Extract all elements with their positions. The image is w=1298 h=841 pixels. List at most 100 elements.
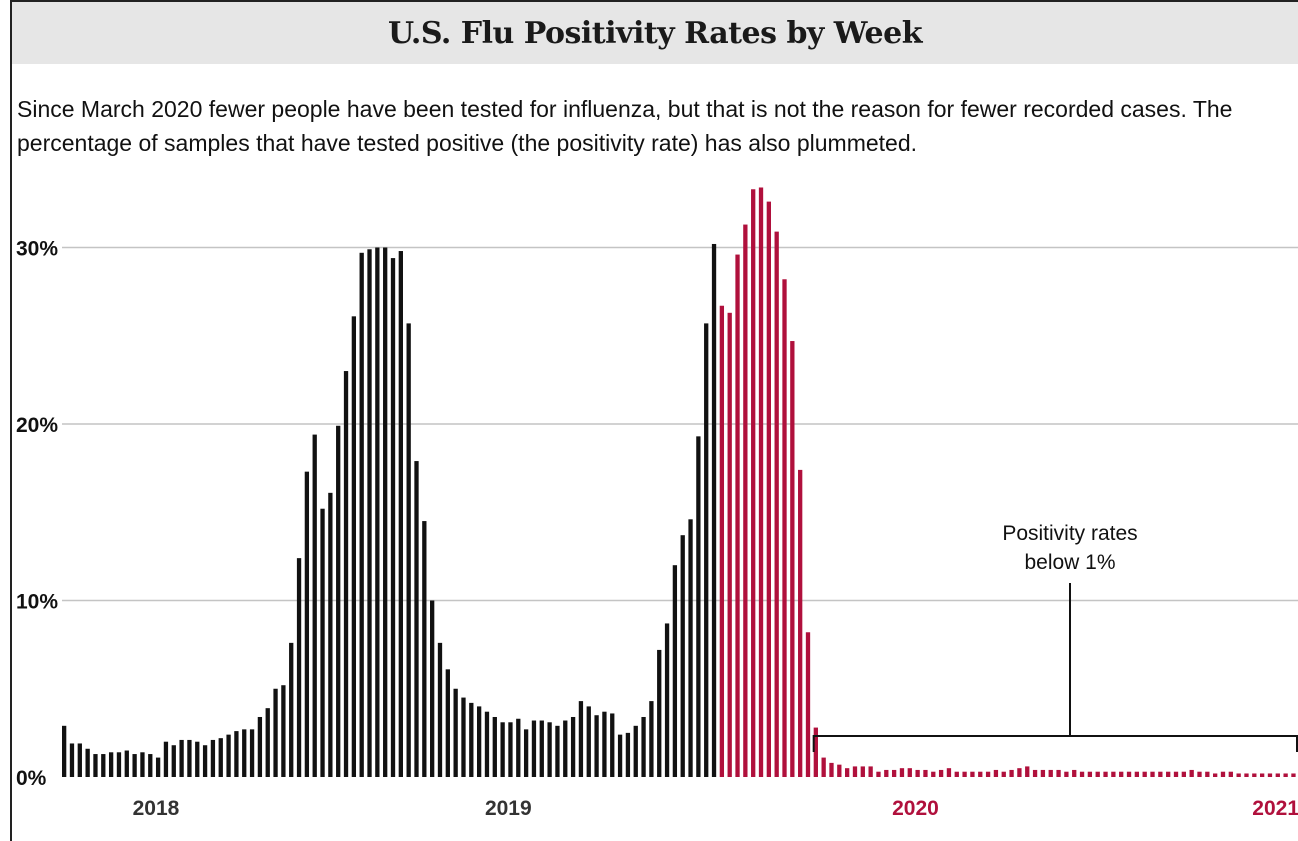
bar [1236,773,1241,777]
bar [132,754,137,777]
bar [1048,769,1053,777]
bar [195,741,200,777]
y-axis-ticks: 0% 10% 20% 30% [16,238,58,791]
bar [798,469,803,777]
bar [594,715,599,777]
bar [782,279,787,777]
chart-subtitle: Since March 2020 fewer people have been … [17,96,1233,156]
bar [1228,771,1233,777]
bar [891,769,897,777]
bar [1213,773,1218,777]
bar [993,769,999,777]
title-bar: U.S. Flu Positivity Rates by Week [12,2,1298,64]
bar [1197,771,1202,777]
bar [688,519,693,777]
bar [641,716,646,777]
bar [390,258,396,778]
bar [876,771,881,777]
bar [868,766,873,777]
bar [657,649,662,777]
bar [359,252,364,778]
bar [437,642,443,777]
bar [1244,773,1249,777]
bar [617,734,623,777]
bar [805,632,811,777]
bar [837,764,842,777]
bar [1220,771,1226,777]
bar [680,535,685,777]
bar [1150,771,1155,777]
bar [155,757,161,777]
bar [915,769,920,777]
bar [531,720,537,777]
bar [907,768,912,777]
bar [1032,769,1038,777]
bar [923,769,928,777]
bar [492,716,497,777]
bar [343,371,349,777]
bar [758,187,764,778]
bar [633,725,638,777]
bar [1111,771,1116,777]
annotation-bracket [812,735,1298,752]
y-tick-label: 30% [16,238,58,261]
bar [1056,769,1061,777]
bar [547,722,552,777]
bar [171,745,176,777]
bar [970,771,975,777]
bar [1158,771,1163,777]
bar [242,729,247,777]
bar [1040,769,1046,777]
bar [336,425,341,777]
bar [774,231,779,778]
x-tick-label: 2019 [485,797,532,820]
bar [563,720,568,777]
frame-top-border [10,0,1298,2]
bar [148,754,153,777]
bar [163,741,169,777]
bar [1126,771,1132,777]
bar [304,471,310,777]
bar [62,725,67,777]
bar [210,739,216,777]
bar [962,771,967,777]
bar [704,323,709,777]
bar [414,461,419,777]
annotation-text: below 1% [1024,551,1115,574]
bar [978,771,983,777]
bar [649,701,654,777]
bar [1119,771,1124,777]
bar [1259,773,1265,777]
bar [500,722,505,777]
bar [790,341,795,777]
bar [226,734,231,777]
bar [821,757,826,777]
frame-left-border [10,0,12,841]
bar [124,750,129,777]
bar [1173,771,1179,777]
bar [1064,771,1069,777]
bar [938,769,944,777]
bar [398,251,403,777]
bar [202,745,208,777]
bar [1142,771,1147,777]
bar [351,316,357,777]
bar [93,754,98,777]
bar [187,739,192,777]
bar [735,254,740,777]
bar [1291,773,1296,777]
bar [1275,773,1280,777]
bar [985,771,991,777]
bar [375,247,380,777]
bar [1283,773,1288,777]
bar [367,249,372,777]
bar [77,743,82,777]
x-tick-label: 2018 [133,797,180,820]
bar [884,769,889,777]
bar [1205,771,1210,777]
bar [711,243,717,778]
annotation-text: Positivity rates [1002,522,1137,545]
bar [1001,771,1006,777]
bar [727,312,732,777]
